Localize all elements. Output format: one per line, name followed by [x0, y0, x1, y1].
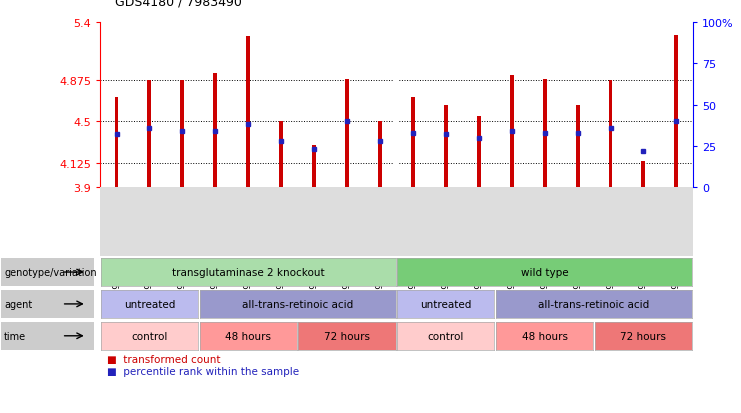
Text: all-trans-retinoic acid: all-trans-retinoic acid — [242, 299, 353, 309]
Text: transglutaminase 2 knockout: transglutaminase 2 knockout — [172, 267, 325, 278]
Text: 72 hours: 72 hours — [620, 331, 666, 341]
Text: agent: agent — [4, 299, 33, 309]
Bar — [510, 76, 514, 188]
Bar — [444, 105, 448, 188]
Text: all-trans-retinoic acid: all-trans-retinoic acid — [539, 299, 650, 309]
Text: 48 hours: 48 hours — [522, 331, 568, 341]
Bar — [674, 36, 678, 188]
Bar — [312, 146, 316, 188]
Bar — [411, 97, 415, 188]
Text: control: control — [428, 331, 464, 341]
Bar — [279, 122, 283, 188]
Bar — [180, 81, 185, 188]
Bar — [576, 105, 579, 188]
Bar — [378, 122, 382, 188]
Text: 48 hours: 48 hours — [225, 331, 271, 341]
Text: control: control — [131, 331, 167, 341]
Text: untreated: untreated — [124, 299, 175, 309]
Text: ■  transformed count: ■ transformed count — [107, 354, 221, 364]
Bar — [246, 37, 250, 188]
Bar — [345, 80, 349, 188]
Bar — [542, 80, 547, 188]
Bar — [476, 116, 481, 188]
Bar — [115, 97, 119, 188]
Text: ■  percentile rank within the sample: ■ percentile rank within the sample — [107, 366, 299, 376]
Text: wild type: wild type — [521, 267, 568, 278]
Bar — [213, 74, 217, 188]
Bar — [642, 161, 645, 188]
Text: genotype/variation: genotype/variation — [4, 267, 97, 278]
Text: untreated: untreated — [420, 299, 471, 309]
Bar — [608, 81, 613, 188]
Text: 72 hours: 72 hours — [324, 331, 370, 341]
Text: GDS4180 / 7983490: GDS4180 / 7983490 — [115, 0, 242, 9]
Text: time: time — [4, 331, 27, 341]
Bar — [147, 81, 151, 188]
